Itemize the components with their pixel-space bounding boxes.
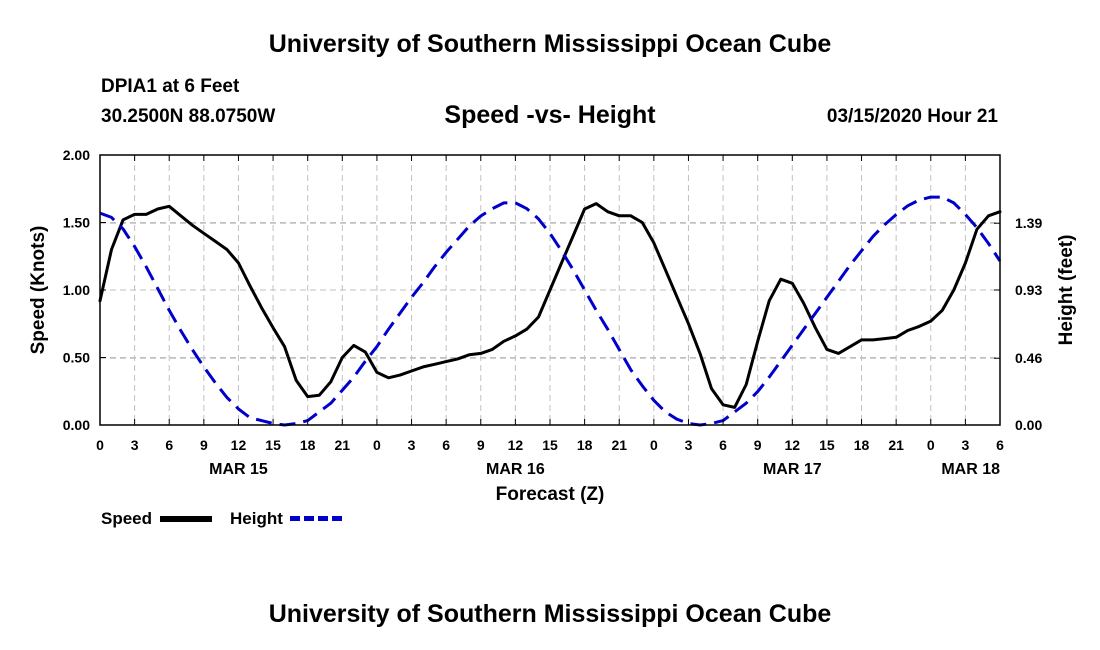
x-tick-label: 9 [754, 437, 762, 453]
station-coordinates: 30.2500N 88.0750W [101, 106, 276, 127]
x-date-label: MAR 16 [486, 461, 545, 478]
x-tick-label: 21 [335, 437, 351, 453]
series-layer [98, 195, 1002, 427]
y-tick-label: 2.00 [63, 147, 90, 163]
legend-speed-swatch [160, 516, 212, 522]
y-right-axis-title: Height (feet) [1056, 235, 1077, 346]
x-tick-label: 18 [300, 437, 316, 453]
y-tick-label: 1.50 [63, 215, 90, 231]
x-tick-label: 6 [719, 437, 727, 453]
y-right-tick-label: 0.46 [1015, 350, 1042, 366]
y-tick-label: 0.00 [63, 417, 90, 433]
x-tick-label: 3 [685, 437, 693, 453]
y-tick-label: 1.00 [63, 282, 90, 298]
x-tick-label: 12 [508, 437, 524, 453]
x-tick-label: 6 [996, 437, 1004, 453]
y-right-tick-label: 0.93 [1015, 282, 1042, 298]
x-date-label: MAR 18 [941, 461, 1000, 478]
x-tick-label: 0 [927, 437, 935, 453]
x-axis-title: Forecast (Z) [496, 484, 605, 505]
x-tick-label: 3 [131, 437, 139, 453]
chart-subtitle: Speed -vs- Height [444, 101, 656, 129]
axes: 0 3 6 9 12 15 18 21 0 3 6 9 12 15 18 21 0 3 6 9 12 15 18 21 0 3 6 M… [28, 147, 1077, 505]
y-right-tick-label: 0.00 [1015, 417, 1042, 433]
x-tick-label: 6 [165, 437, 173, 453]
grid [100, 155, 1000, 425]
forecast-datetime: 03/15/2020 Hour 21 [826, 106, 998, 127]
y-axis-title: Speed (Knots) [28, 226, 49, 355]
chart-title: University of Southern Mississippi Ocean… [268, 30, 832, 58]
x-tick-label: 6 [442, 437, 450, 453]
x-tick-label: 3 [408, 437, 416, 453]
x-tick-label: 15 [542, 437, 558, 453]
x-tick-label: 3 [961, 437, 969, 453]
x-tick-label: 0 [373, 437, 381, 453]
legend-height-label: Height [230, 509, 283, 528]
x-tick-label: 18 [854, 437, 870, 453]
x-tick-label: 0 [650, 437, 658, 453]
station-label: DPIA1 at 6 Feet [101, 76, 240, 97]
x-tick-label: 0 [96, 437, 104, 453]
footer-title: University of Southern Mississippi Ocean… [268, 600, 832, 628]
series-line-speed [98, 202, 1002, 409]
x-tick-label: 9 [477, 437, 485, 453]
x-tick-label: 12 [785, 437, 801, 453]
x-date-label: MAR 17 [763, 461, 822, 478]
x-date-label: MAR 15 [209, 461, 268, 478]
x-tick-label: 15 [819, 437, 835, 453]
x-tick-label: 9 [200, 437, 208, 453]
legend-speed-label: Speed [101, 509, 153, 528]
x-tick-label: 18 [577, 437, 593, 453]
x-tick-label: 21 [888, 437, 904, 453]
x-tick-label: 15 [265, 437, 281, 453]
y-right-tick-label: 1.39 [1015, 215, 1042, 231]
x-tick-label: 12 [231, 437, 247, 453]
y-tick-label: 0.50 [63, 350, 90, 366]
x-tick-label: 21 [611, 437, 627, 453]
legend-height-swatch [290, 516, 342, 521]
